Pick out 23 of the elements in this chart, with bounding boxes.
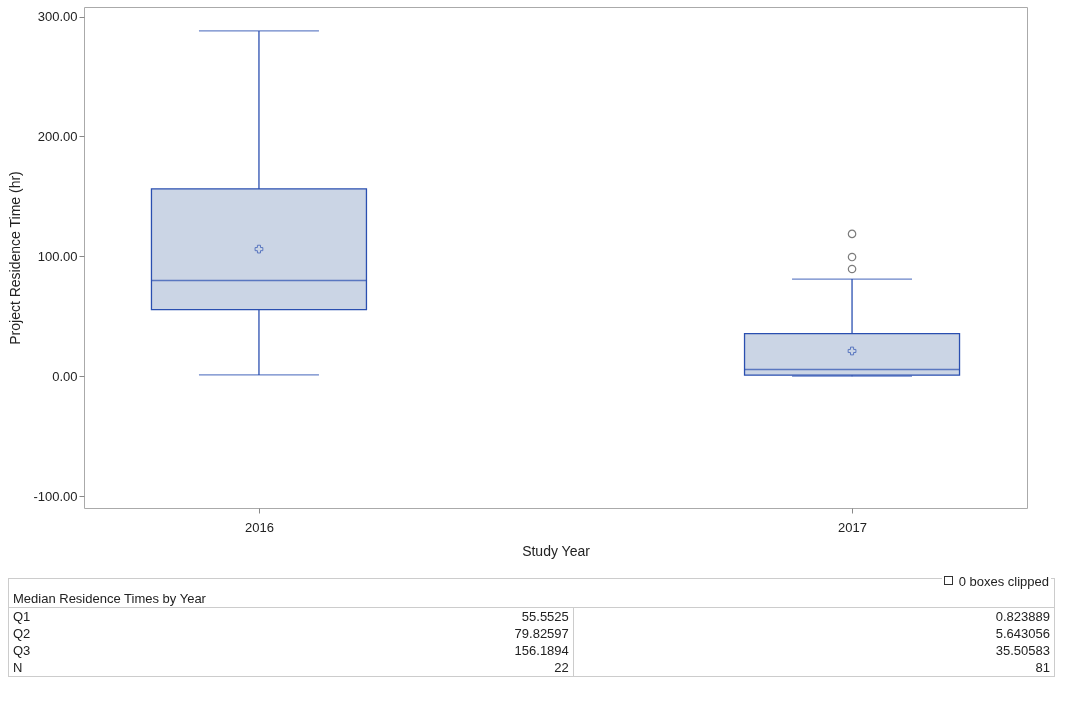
text: 22: [553, 659, 570, 677]
text: N: [12, 659, 24, 677]
y-axis-title: Project Residence Time (hr): [7, 171, 24, 345]
y-tick-label: 300.00: [37, 9, 78, 25]
y-tick-label: 100.00: [37, 248, 78, 264]
text: 81: [573, 659, 1055, 677]
y-tick-label: -100.00: [33, 488, 78, 504]
text: 0.823889: [573, 607, 1055, 625]
text: 79.82597: [513, 625, 570, 642]
text: 156.1894: [513, 642, 570, 659]
text: Q2: [12, 625, 32, 642]
text: Q3: [12, 642, 32, 659]
x-tick-label: 2017: [838, 519, 867, 535]
text: 5.643056: [573, 625, 1055, 642]
y-tick-label: 0.00: [52, 368, 78, 384]
x-tick-label: 2016: [245, 519, 274, 535]
text: 0 boxes clipped: [941, 574, 1051, 589]
text: Q1: [12, 608, 32, 625]
text: 35.50583: [573, 642, 1055, 659]
text: Median Residence Times by Year: [13, 591, 206, 606]
x-axis-title: Study Year: [522, 542, 591, 559]
y-tick-label: 200.00: [37, 128, 78, 144]
text: 55.5525: [520, 608, 570, 625]
